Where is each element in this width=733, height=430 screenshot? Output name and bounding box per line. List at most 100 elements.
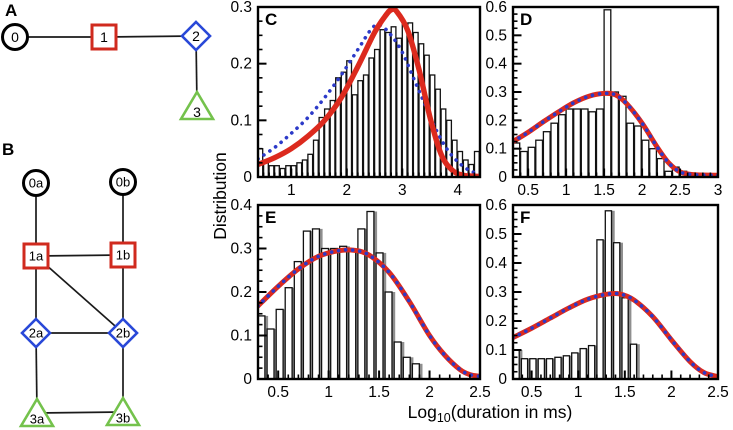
chart-panel-e: 0.5 1 1.5 2 2.5 0 0.1 0.2 0.3 0.4 <box>230 197 490 401</box>
histogram-bar <box>633 125 642 178</box>
panel-letter-e: E <box>265 208 277 227</box>
histogram-bar <box>396 37 403 178</box>
x-axis-label-pre: Log <box>407 402 437 422</box>
y-tick-label: 0.3 <box>230 0 252 16</box>
node-square-shape <box>90 23 118 51</box>
y-tick-label: 0.5 <box>485 27 507 44</box>
histogram-bar <box>312 139 319 178</box>
network-node-3b: 3b <box>104 395 142 427</box>
axis-ticks <box>512 204 719 380</box>
histogram-bar <box>320 247 330 380</box>
y-tick-label: 0 <box>243 371 252 388</box>
histogram-bar <box>393 341 402 380</box>
histogram-bar <box>284 287 293 380</box>
network-node-0: 0 <box>1 23 29 51</box>
network-node-0a: 0a <box>22 169 50 197</box>
x-axis-label-post: (duration in ms) <box>450 402 573 422</box>
histogram-bar <box>373 48 380 178</box>
x-tick-label: 4 <box>453 182 462 199</box>
x-tick-label: 2.5 <box>469 384 491 401</box>
histogram-bar <box>641 139 650 178</box>
x-tick-label: 2 <box>638 182 647 199</box>
node-circle-shape <box>109 168 137 196</box>
histogram-bar <box>550 122 559 178</box>
histogram-bar <box>348 250 357 380</box>
y-tick-label: 0.2 <box>230 284 252 301</box>
histogram-bar <box>535 139 544 178</box>
y-axis-label: Distribution <box>210 152 230 240</box>
y-tick-label: 0.1 <box>230 112 252 129</box>
node-label: 3b <box>116 411 130 426</box>
node-label: 1a <box>29 249 44 264</box>
network-node-1a: 1a <box>22 242 50 270</box>
chart-panel-d: 0.5 1 1.5 2 2.5 3 0 0.1 0.2 0.3 0.4 0.5 0.6 <box>485 0 722 199</box>
x-tick-label: 1.5 <box>614 384 636 401</box>
x-tick-label: 2.5 <box>707 384 729 401</box>
histogram-bar <box>368 57 375 178</box>
fit-curves <box>258 247 480 379</box>
histogram-bar <box>649 148 658 178</box>
histogram-bar <box>573 108 582 178</box>
x-tick-label: 0.5 <box>521 384 543 401</box>
histogram-bar <box>357 80 364 178</box>
node-triangle-shape <box>18 396 56 428</box>
y-tick-label: 0.6 <box>485 0 507 16</box>
histogram-bar <box>266 328 275 380</box>
histogram-bar <box>587 344 596 380</box>
x-tick-label: 3 <box>398 182 407 199</box>
y-tick-label: 0.6 <box>485 197 507 214</box>
histogram-bar <box>351 94 358 178</box>
network-node-2b: 2b <box>107 317 139 349</box>
histogram-bar <box>275 308 284 380</box>
x-tick-label: 3 <box>714 182 723 199</box>
histogram-bar <box>557 114 566 178</box>
panel-letter-d: D <box>520 10 533 29</box>
network-edge <box>36 411 124 414</box>
panel-letter-f: F <box>520 208 531 227</box>
histogram-bar <box>579 347 587 380</box>
histogram-bar <box>335 77 342 178</box>
y-tick-label: 0.3 <box>485 284 507 301</box>
fit-curves <box>258 6 480 178</box>
network-panel-a: 0 1 2 3 <box>1 20 216 121</box>
panel-letter-a: A <box>5 1 18 20</box>
fit-curves <box>513 290 718 380</box>
histogram-bar <box>401 23 408 178</box>
histogram-bar <box>656 157 665 178</box>
network-node-2a: 2a <box>20 317 52 349</box>
node-triangle-shape <box>104 395 142 427</box>
network-node-3a: 3a <box>18 396 56 428</box>
y-tick-label: 0.2 <box>230 56 252 73</box>
x-tick-label: 2 <box>667 384 676 401</box>
histogram-bar <box>390 26 397 178</box>
panel-letter-c: C <box>265 10 278 29</box>
node-diamond-shape <box>180 20 212 52</box>
histogram-bar <box>339 245 348 380</box>
y-tick-label: 0 <box>498 169 507 186</box>
histogram-bar <box>629 343 638 380</box>
network-node-3: 3 <box>178 89 216 121</box>
histogram-bar <box>595 108 604 178</box>
node-label: 0a <box>29 176 44 191</box>
y-tick-label: 0 <box>243 169 252 186</box>
node-label: 0b <box>116 175 130 190</box>
histogram-bar <box>588 111 597 178</box>
network-node-2: 2 <box>180 20 212 52</box>
histogram-bar <box>379 29 386 178</box>
node-label: 3 <box>193 104 201 120</box>
node-label: 1 <box>100 29 108 45</box>
node-diamond-shape <box>107 317 139 349</box>
histogram-bar <box>565 108 574 178</box>
network-node-1b: 1b <box>109 241 137 269</box>
network-node-0b: 0b <box>109 168 137 196</box>
y-tick-label: 0.1 <box>485 141 507 158</box>
x-tick-label: 1 <box>574 384 583 401</box>
histogram-bar <box>621 297 629 380</box>
histogram-bars <box>258 210 423 380</box>
node-triangle-shape <box>178 89 216 121</box>
histogram-bar <box>542 131 551 178</box>
axis-ticks <box>257 204 481 380</box>
node-label: 2b <box>116 326 130 341</box>
y-tick-label: 0.1 <box>485 342 507 359</box>
